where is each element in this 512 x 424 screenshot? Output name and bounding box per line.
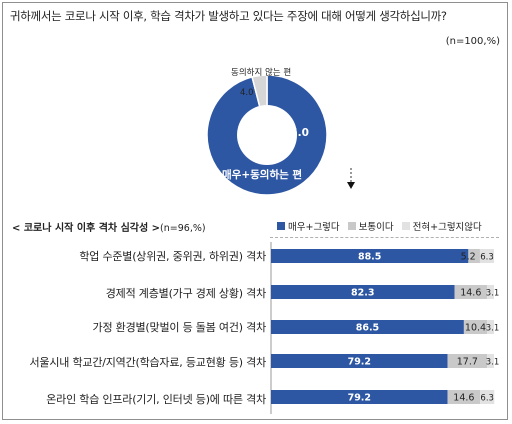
bar-value-agree-3: 79.2 <box>348 357 371 368</box>
down-arrow-icon <box>347 168 355 189</box>
bar-value-agree-0: 88.5 <box>358 252 381 263</box>
legend-swatch-neutral <box>347 222 356 230</box>
bar-agree-0 <box>271 249 469 263</box>
legend-label-agree: 매우+그렇다 <box>288 222 340 233</box>
bar-neutral-1 <box>454 285 488 299</box>
donut-chart <box>206 74 328 196</box>
bar-chart-title: < 코로나 시작 이후 격차 심각성 >(n=96,%) <box>12 219 206 234</box>
bar-neutral-4 <box>447 390 481 404</box>
row-label-school-region: 서울시내 학교간/지역간(학습자료, 등교현황 등) 격차 <box>29 356 267 369</box>
bar-value-agree-4: 79.2 <box>348 393 371 404</box>
bar-agree-4 <box>271 390 448 404</box>
bar-value-neutral-0: 5.2 <box>461 252 476 263</box>
legend-divider <box>270 237 499 238</box>
donut-hole <box>237 105 297 165</box>
sample-size-top: (n=100,%) <box>445 36 500 47</box>
chart-frame <box>2 2 508 420</box>
bar-neutral-0 <box>468 249 480 263</box>
bar-value-disagree-3: 3.1 <box>486 358 500 368</box>
row-label-economic-class: 경제적 계층별(가구 경제 상황) 격차 <box>105 287 266 300</box>
bar-value-disagree-0: 6.3 <box>480 253 494 263</box>
legend-label-neutral: 보통이다 <box>358 222 394 233</box>
bar-chart-sample-size: (n=96,%) <box>160 223 206 234</box>
bar-disagree-1 <box>487 285 494 299</box>
bar-value-neutral-4: 14.6 <box>453 393 474 404</box>
bar-value-disagree-2: 3.1 <box>486 324 500 334</box>
donut-label-agree: 매우+동의하는 편 <box>222 169 303 181</box>
legend-item-agree: 매우+그렇다 <box>277 219 340 233</box>
donut-label-disagree: 동의하지 않는 편 <box>231 68 292 78</box>
bar-disagree-2 <box>487 320 494 334</box>
legend-swatch-agree <box>277 222 285 230</box>
row-label-academic-level: 학업 수준별(상위권, 중위권, 하위권) 격차 <box>79 250 266 263</box>
bar-value-neutral-3: 17.7 <box>457 357 478 368</box>
bar-disagree-0 <box>479 249 494 263</box>
bar-agree-3 <box>271 354 448 368</box>
bar-value-neutral-1: 14.6 <box>460 288 481 299</box>
bar-chart-title-text: < 코로나 시작 이후 격차 심각성 > <box>12 223 161 234</box>
bar-agree-1 <box>271 285 455 299</box>
row-label-online-infra: 온라인 학습 인프라(기기, 인터넷 등)에 따른 격차 <box>46 393 266 406</box>
bar-neutral-3 <box>447 354 488 368</box>
legend-item-disagree: 전혀+그렇지않다 <box>401 219 482 233</box>
legend: 매우+그렇다 보통이다 전혀+그렇지않다 <box>277 219 482 233</box>
legend-item-neutral: 보통이다 <box>347 219 394 233</box>
donut-value-disagree: 4.0 <box>240 88 254 98</box>
question-text: 귀하께서는 코로나 시작 이후, 학습 격차가 발생하고 있다는 주장에 대해 … <box>10 9 447 23</box>
bar-value-disagree-4: 6.3 <box>480 394 494 404</box>
bar-value-disagree-1: 3.1 <box>486 289 500 299</box>
bar-value-agree-2: 86.5 <box>356 323 379 334</box>
bar-value-agree-1: 82.3 <box>351 288 374 299</box>
bar-agree-2 <box>271 320 464 334</box>
legend-label-disagree: 전혀+그렇지않다 <box>412 222 482 233</box>
bar-neutral-2 <box>463 320 488 334</box>
bar-disagree-4 <box>480 390 495 404</box>
bar-value-neutral-2: 10.4 <box>465 323 486 334</box>
row-label-home-environment: 가정 환경별(맞벌이 등 돌봄 여건) 격차 <box>92 321 267 334</box>
legend-swatch-disagree <box>401 222 410 230</box>
donut-value-agree: 96.0 <box>283 127 309 139</box>
bar-disagree-3 <box>487 354 494 368</box>
